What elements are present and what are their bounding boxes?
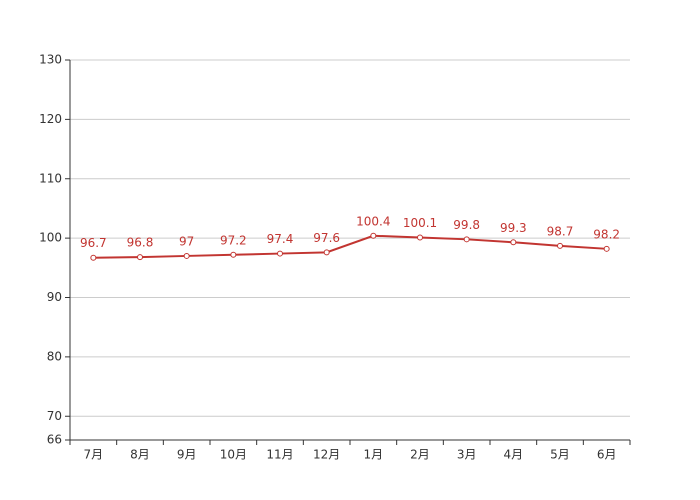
- y-tick-label: 100: [39, 231, 62, 245]
- value-label: 96.8: [127, 236, 154, 250]
- point: [90, 254, 97, 261]
- x-tick-label: 12月: [313, 448, 340, 462]
- value-label: 97.6: [313, 231, 340, 245]
- point: [463, 236, 470, 243]
- value-label: 98.7: [547, 224, 574, 238]
- point: [323, 249, 330, 256]
- y-tick-label: 120: [39, 112, 62, 126]
- value-label: 99.3: [500, 221, 527, 235]
- line: [93, 234, 607, 259]
- y-tick-label: 110: [39, 171, 62, 185]
- x-tick-label: 6月: [597, 448, 617, 462]
- value-label: 97.4: [267, 232, 294, 246]
- point: [510, 239, 517, 246]
- point: [603, 245, 610, 252]
- x-tick-label: 9月: [177, 448, 197, 462]
- value-label: 97: [179, 234, 194, 248]
- y-tick-label: 130: [39, 53, 62, 67]
- value-label: 97.2: [220, 233, 247, 247]
- point: [137, 254, 143, 261]
- value-label: 100.1: [403, 216, 437, 230]
- x-tick-label: 8月: [130, 448, 150, 462]
- value-label: 96.7: [80, 236, 107, 250]
- x-tick-label: 11月: [266, 448, 293, 462]
- x-tick-label: 5月: [550, 448, 570, 462]
- point: [230, 251, 237, 258]
- x-tick-label: 2月: [410, 448, 430, 462]
- value-label: 98.2: [593, 227, 620, 241]
- x-tick-label: 1月: [364, 448, 384, 462]
- y-tick-label: 70: [47, 409, 62, 423]
- point: [370, 232, 377, 239]
- point: [417, 234, 423, 241]
- y-tick-label: 66: [47, 433, 62, 447]
- point: [277, 250, 283, 257]
- x-tick-label: 3月: [457, 448, 477, 462]
- point: [183, 252, 190, 259]
- value-label: 99.8: [453, 218, 480, 232]
- y-tick-label: 90: [47, 290, 62, 304]
- x-tick-label: 7月: [84, 448, 104, 462]
- x-tick-label: 4月: [504, 448, 524, 462]
- x-tick-label: 10月: [220, 448, 247, 462]
- y-tick-label: 80: [47, 349, 62, 363]
- point: [557, 242, 563, 249]
- value-label: 100.4: [356, 214, 390, 228]
